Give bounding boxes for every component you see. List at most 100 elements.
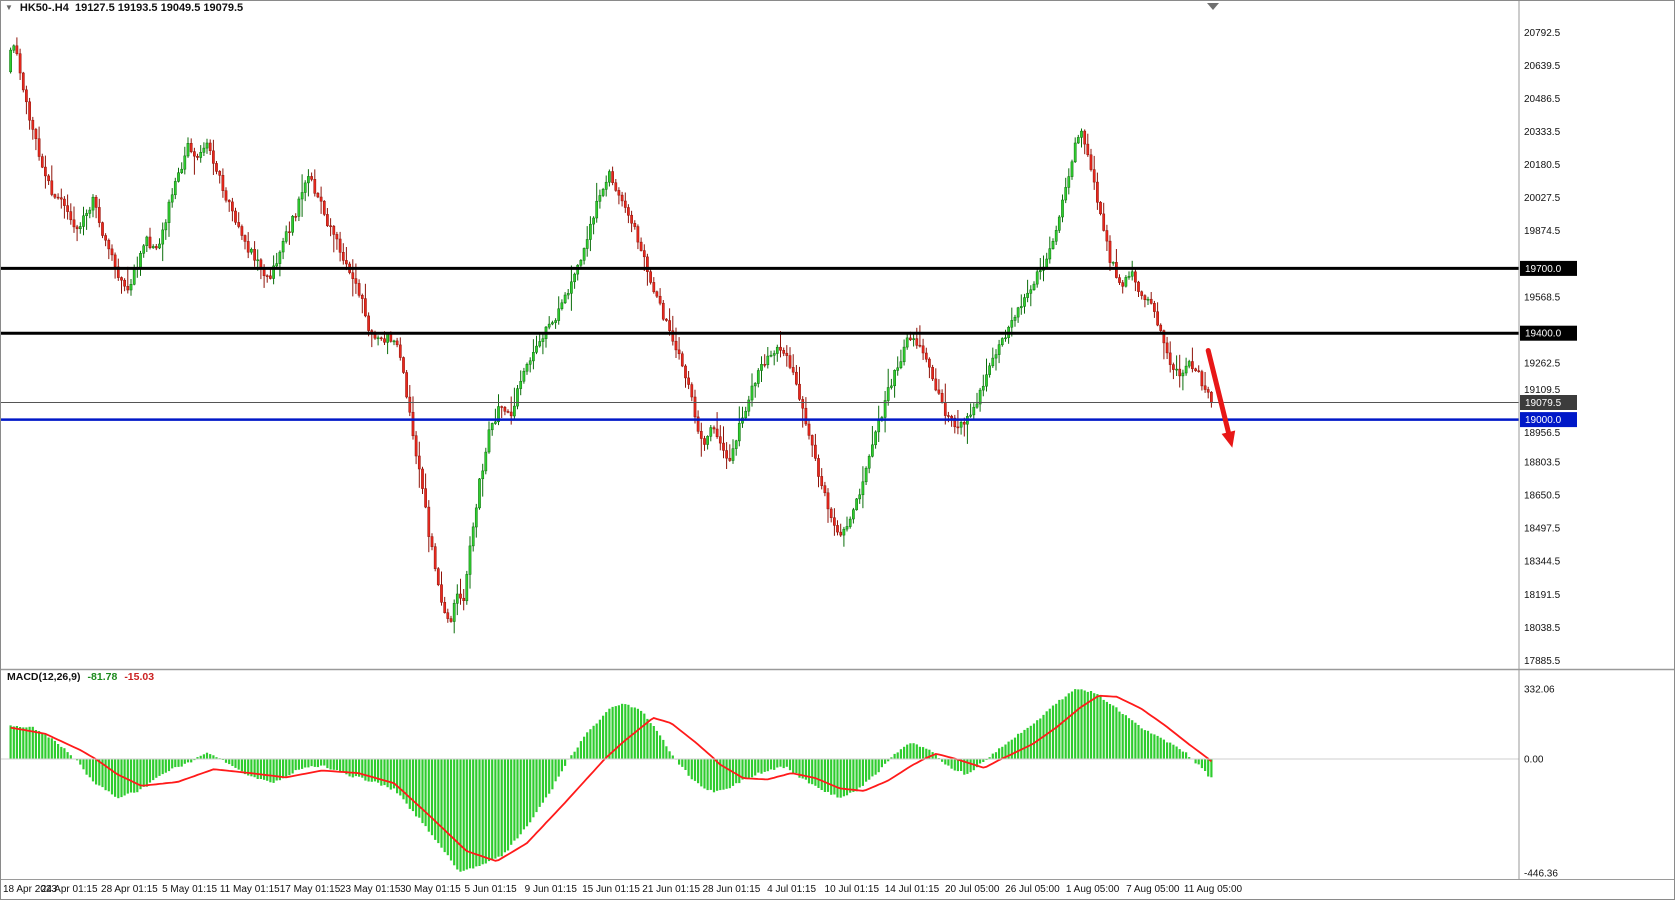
- macd-histogram-bar: [440, 759, 443, 848]
- macd-histogram-bar: [76, 759, 79, 761]
- candle-body: [243, 235, 247, 242]
- macd-histogram-bar: [975, 759, 979, 768]
- macd-histogram-bar: [491, 759, 494, 860]
- time-tick-label: 15 Jun 01:15: [582, 884, 640, 895]
- candle-body: [744, 410, 748, 419]
- macd-histogram-bar: [722, 759, 725, 790]
- candle-body: [341, 252, 345, 261]
- horizontal-level-lines[interactable]: [1, 266, 1519, 421]
- price-box-label: 19000.0: [1525, 415, 1562, 426]
- candle-body: [154, 246, 158, 249]
- macd-histogram-bar: [589, 729, 592, 759]
- candle-body: [962, 422, 966, 425]
- candle-body: [699, 431, 703, 439]
- candle-body: [389, 334, 393, 342]
- macd-histogram-bar: [50, 738, 53, 759]
- macd-histogram-bar: [481, 759, 484, 865]
- macd-histogram-bar: [769, 759, 773, 770]
- price-scale[interactable]: 20792.5 20639.5 20486.5 20333.5 20180.5 20027…: [1520, 28, 1577, 880]
- macd-histogram-bar: [342, 759, 345, 773]
- macd-histogram-bar: [500, 759, 503, 857]
- macd-histogram-bar: [738, 759, 741, 784]
- macd-histogram-bar: [1093, 693, 1096, 759]
- macd-histogram-bar: [449, 759, 453, 861]
- macd-histogram-bar: [66, 752, 69, 759]
- macd-histogram-bar: [636, 708, 639, 759]
- macd-histogram-bar: [41, 733, 44, 759]
- macd-histogram-bar: [1102, 699, 1105, 759]
- macd-histogram-bar: [421, 759, 424, 824]
- macd-histogram-bar: [845, 759, 849, 796]
- candle-body: [164, 222, 168, 231]
- macd-histogram-bar: [684, 759, 687, 770]
- macd-histogram-bar: [934, 754, 937, 759]
- macd-histogram-bar: [243, 759, 247, 775]
- macd-histogram-bar: [446, 759, 449, 856]
- macd-histogram-bar: [161, 759, 164, 775]
- symbol-dropdown-icon[interactable]: ▼: [5, 3, 13, 12]
- candle-body: [585, 239, 589, 249]
- annotation-arrow[interactable]: [1205, 3, 1236, 448]
- candle-body: [1057, 216, 1061, 231]
- candle-body: [193, 151, 196, 157]
- candle-body: [953, 417, 957, 428]
- candle-body: [402, 357, 405, 373]
- candle-body: [899, 361, 903, 368]
- macd-histogram-bar: [557, 759, 560, 777]
- macd-histogram-bar: [15, 726, 18, 759]
- macd-histogram-bar: [364, 759, 367, 781]
- macd-histogram-bar: [139, 759, 142, 790]
- price-tick-label: 18956.5: [1524, 428, 1561, 439]
- macd-histogram-bar: [890, 757, 893, 759]
- price-tick-label: 19874.5: [1524, 226, 1561, 237]
- macd-histogram-bar: [703, 759, 706, 789]
- candle-body: [1168, 352, 1172, 365]
- trend-arrow-head[interactable]: [1221, 430, 1236, 448]
- candle-body: [978, 389, 982, 405]
- macd-histogram-bar: [1089, 691, 1093, 759]
- candle-body: [25, 89, 28, 103]
- macd-histogram-bar: [1083, 690, 1086, 759]
- trend-arrow-shaft[interactable]: [1205, 348, 1231, 435]
- macd-histogram-bar: [180, 759, 183, 767]
- macd-histogram-bar: [1061, 699, 1064, 759]
- candle-body: [1016, 307, 1020, 318]
- macd-histogram-bar: [630, 707, 633, 759]
- macd-histogram-bar: [47, 737, 50, 759]
- chart-shift-marker-icon[interactable]: [1207, 3, 1219, 10]
- candle-body: [867, 456, 871, 469]
- macd-histogram-bar: [272, 759, 275, 783]
- candle-body: [430, 536, 434, 547]
- pane-separators[interactable]: [1, 1, 1675, 880]
- macd-histogram-bar: [323, 759, 326, 766]
- macd-histogram-bar: [963, 759, 966, 775]
- candle-body: [1178, 368, 1182, 377]
- candle-body: [893, 370, 896, 387]
- price-tick-label: 20639.5: [1524, 61, 1561, 72]
- macd-histogram-bar: [646, 718, 649, 759]
- candle-body: [1096, 181, 1099, 203]
- macd-histogram-bar: [1181, 751, 1184, 759]
- price-tick-label: 20180.5: [1524, 160, 1561, 171]
- macd-histogram-bar: [1080, 689, 1083, 759]
- candle-body: [804, 407, 808, 425]
- macd-histogram-bar: [171, 759, 174, 769]
- macd-histogram-bar: [1001, 746, 1004, 759]
- candle-body: [871, 444, 874, 457]
- candle-body: [728, 457, 732, 461]
- candle-body: [627, 207, 630, 216]
- candle-body: [677, 349, 681, 355]
- macd-histogram-bar: [1032, 723, 1036, 759]
- macd-histogram-bar: [712, 759, 716, 793]
- macd-histogram-bar: [1055, 703, 1058, 759]
- macd-histogram-bar: [250, 759, 253, 777]
- macd-histogram-bar: [399, 759, 402, 796]
- macd-histogram-bar: [1140, 728, 1143, 759]
- candle-body: [113, 254, 117, 268]
- time-tick-label: 9 Jun 01:15: [525, 884, 578, 895]
- macd-histogram-bar: [354, 759, 357, 777]
- symbol-ohlc-label: ▼ HK50-.H4 19127.5 19193.5 19049.5 19079.…: [5, 2, 243, 14]
